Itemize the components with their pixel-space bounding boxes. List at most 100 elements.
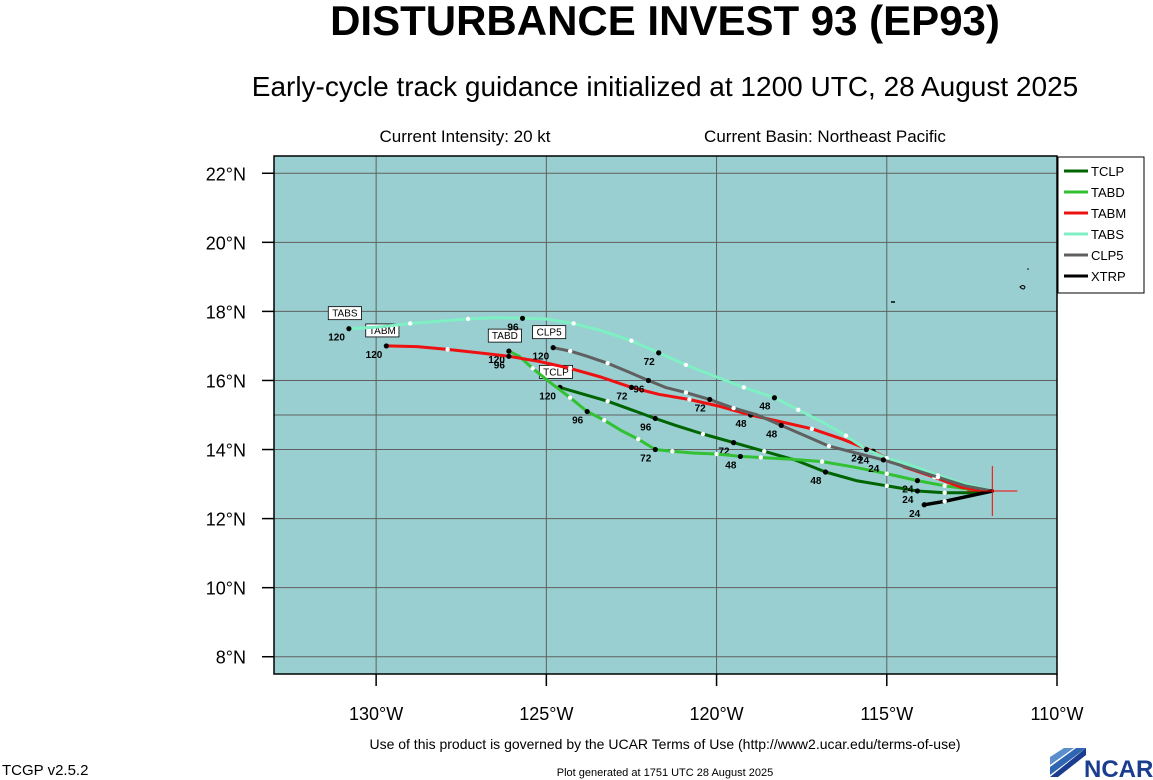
- track-line-clp5: [551, 346, 994, 493]
- track-point-marker: [796, 407, 801, 413]
- track-point-marker: [605, 361, 610, 366]
- forecast-hour-label: 24: [902, 485, 914, 496]
- island-outline: [1027, 268, 1029, 270]
- forecast-hour-point: [628, 384, 635, 390]
- y-axis-tick-label: 8°N: [216, 648, 246, 668]
- track-point-marker: [530, 366, 535, 371]
- track-point-marker: [819, 459, 825, 464]
- track-series-group: 24487296120TCLP24487296120TABD2448729612…: [327, 306, 995, 520]
- track-point-marker: [741, 385, 746, 390]
- track-point-marker: [884, 471, 889, 476]
- y-axis-tick-label: 16°N: [206, 371, 246, 391]
- legend-label-clp5: CLP5: [1091, 248, 1124, 263]
- forecast-hour-point: [730, 440, 737, 446]
- forecast-hour-point: [707, 396, 713, 403]
- track-point-marker: [942, 499, 947, 504]
- forecast-hour-label: 24: [858, 455, 870, 466]
- track-end-tag-box: [487, 328, 522, 343]
- track-end-tag-box: [327, 306, 362, 321]
- track-point-marker: [687, 397, 692, 402]
- track-point-marker: [465, 316, 471, 322]
- y-axis-tick-label: 22°N: [206, 164, 246, 184]
- x-axis-tick-label: 125°W: [519, 704, 573, 724]
- track-end-tag: TABM: [369, 326, 396, 337]
- forecast-hour-label: 96: [507, 322, 519, 333]
- track-point-marker: [445, 347, 450, 352]
- track-end-tag: TCLP: [543, 367, 569, 378]
- x-axis-tick-label: 130°W: [349, 704, 403, 724]
- forecast-hour-point: [778, 422, 784, 428]
- terms-of-use: Use of this product is governed by the U…: [369, 736, 960, 752]
- forecast-hour-point: [822, 469, 829, 475]
- track-point-marker: [602, 417, 607, 423]
- forecast-hour-label: 48: [766, 429, 778, 440]
- track-line-xtrp: [922, 489, 995, 507]
- track-point-marker: [762, 449, 767, 454]
- forecast-hour-label: 96: [494, 360, 506, 371]
- version-label: TCGP v2.5.2: [2, 762, 88, 779]
- x-axis-tick-label: 110°W: [1031, 704, 1084, 724]
- forecast-hour-label: 120: [488, 355, 505, 366]
- y-axis-tick-label: 20°N: [206, 233, 246, 253]
- track-point-marker: [605, 398, 610, 404]
- forecast-hour-label: 72: [718, 447, 730, 458]
- y-axis-tick-label: 10°N: [206, 579, 246, 599]
- forecast-hour-label: 24: [909, 509, 921, 520]
- forecast-hour-point: [383, 343, 389, 349]
- legend-label-tabd: TABD: [1091, 185, 1125, 200]
- forecast-hour-point: [737, 453, 743, 460]
- forecast-hour-label: 48: [735, 419, 747, 430]
- legend-label-tabs: TABS: [1091, 227, 1124, 242]
- ncar-logo-text: NCAR: [1084, 756, 1153, 780]
- forecast-hour-label: 72: [644, 357, 656, 368]
- forecast-hour-point: [584, 408, 590, 415]
- legend-label-xtrp: XTRP: [1091, 269, 1126, 284]
- track-point-marker: [731, 405, 736, 411]
- forecast-hour-label: 24: [868, 464, 880, 475]
- forecast-hour-point: [652, 415, 658, 422]
- forecast-hour-label: 120: [366, 350, 383, 361]
- track-point-marker: [826, 443, 832, 449]
- forecast-hour-point: [880, 457, 886, 463]
- track-point-marker: [636, 436, 641, 442]
- ncar-logo-icon: [1050, 748, 1086, 777]
- page-title: DISTURBANCE INVEST 93 (EP93): [330, 0, 1000, 44]
- track-point-marker: [758, 455, 764, 460]
- page-subtitle: Early-cycle track guidance initialized a…: [252, 71, 1078, 102]
- forecast-hour-point: [506, 353, 512, 359]
- forecast-hour-label: 96: [572, 416, 584, 427]
- track-point-marker: [942, 483, 947, 488]
- island-outline: [1019, 285, 1026, 290]
- y-axis-tick-label: 18°N: [206, 302, 246, 322]
- track-point-marker: [629, 338, 634, 343]
- legend: TCLP TABD TABM TABS CLP5 XTRP: [1057, 156, 1145, 294]
- legend-label-tabm: TABM: [1091, 206, 1126, 221]
- forecast-hour-label: 24: [902, 495, 914, 506]
- current-intensity: Current Intensity: 20 kt: [379, 127, 550, 146]
- forecast-hour-point: [914, 478, 921, 484]
- forecast-hour-label: 24: [851, 454, 863, 465]
- track-point-marker: [683, 390, 689, 395]
- legend-box: [1057, 156, 1145, 294]
- track-line-tabd: [507, 349, 994, 493]
- track-end-tag: TABD: [492, 331, 518, 342]
- track-point-marker: [670, 449, 675, 454]
- forecast-hour-label: 72: [616, 391, 628, 402]
- forecast-hour-point: [771, 395, 778, 401]
- map-plot-area: 130°W 125°W 120°W 115°W 110°W 8°N 10°N 12°N 14°N…: [206, 155, 1084, 724]
- forecast-hour-point: [506, 348, 512, 354]
- plot-generated-time: Plot generated at 1751 UTC 28 August 202…: [557, 767, 774, 779]
- track-point-marker: [884, 483, 889, 488]
- forecast-hour-point: [645, 377, 652, 384]
- forecast-hour-point: [914, 488, 921, 494]
- current-basin: Current Basin: Northeast Pacific: [704, 127, 946, 146]
- ncar-logo: NCAR: [1050, 748, 1153, 780]
- track-end-tag: TABS: [332, 309, 358, 320]
- forecast-hour-point: [550, 345, 556, 351]
- track-point-marker: [809, 426, 815, 432]
- forecast-hour-point: [656, 350, 662, 356]
- track-point-marker: [567, 395, 573, 400]
- track-point-marker: [942, 490, 947, 495]
- forecast-hour-label: 96: [633, 384, 645, 395]
